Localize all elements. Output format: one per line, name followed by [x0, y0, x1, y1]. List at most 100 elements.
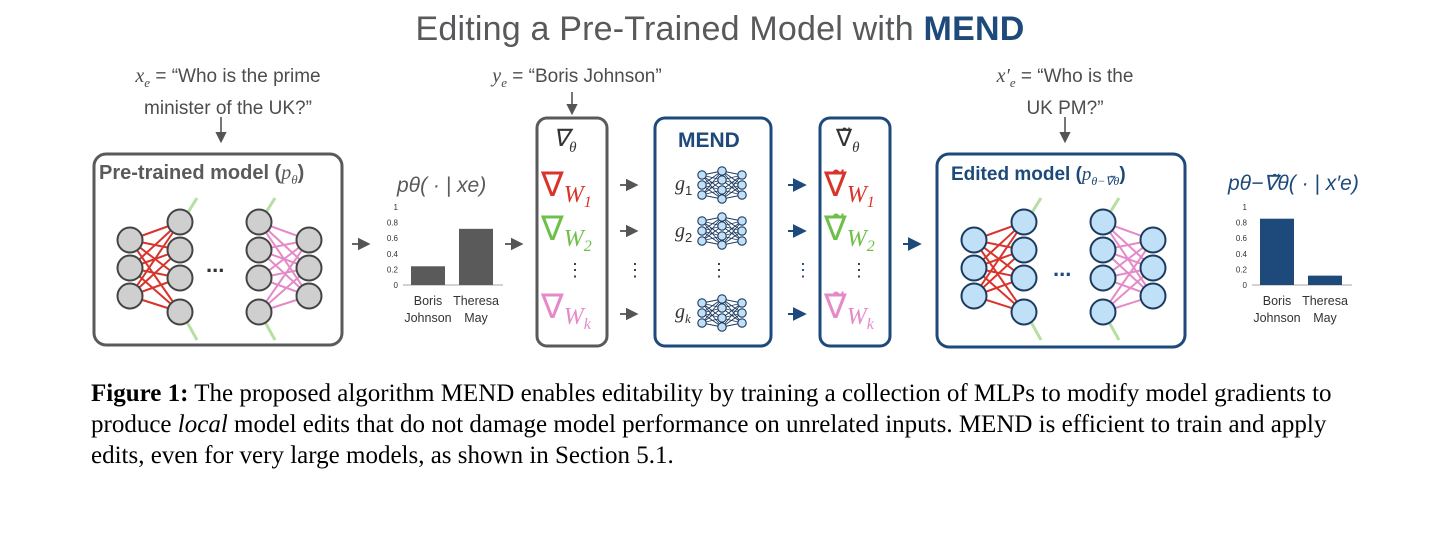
net-accent-line [1029, 197, 1043, 215]
net-accent-line [185, 321, 199, 341]
y-tick-label: 0.8 [1236, 219, 1248, 228]
mini-node [717, 322, 727, 332]
mini-node [697, 298, 707, 308]
net-node [1010, 236, 1038, 264]
edited-network [960, 197, 1167, 341]
tgrad-wk: ∇̃Wk [823, 288, 875, 333]
y-tick-label: 0.2 [387, 265, 399, 274]
bar [1260, 218, 1294, 285]
tilde-gradient-box [818, 116, 892, 348]
mini-node [697, 190, 707, 200]
mini-node [697, 308, 707, 318]
mini-node [717, 231, 727, 241]
net-node [1010, 208, 1038, 236]
mend-gk: gk [675, 301, 691, 326]
mend-g2: g2 [675, 220, 692, 245]
mini-node [697, 170, 707, 180]
tgrad-dots: ⋮ [850, 260, 868, 280]
net-edge-pink [258, 239, 310, 313]
ye-label: ye = “Boris Johnson” [462, 63, 692, 96]
mini-edge [721, 302, 743, 328]
mini-node [737, 190, 747, 200]
net-accent-line [263, 321, 277, 341]
x-tick-label: Johnson [404, 311, 451, 325]
net-node [116, 226, 144, 254]
pretrained-ellipsis: ... [206, 252, 224, 277]
xep-label: x′e = “Who is the UK PM?” [965, 63, 1165, 122]
between-dots-2: ⋮ [794, 260, 812, 280]
mini-node [737, 180, 747, 190]
x-tick-label: May [1313, 311, 1337, 325]
mini-edge [701, 170, 723, 196]
net-node [116, 282, 144, 310]
net-node [166, 236, 194, 264]
caption-emph: local [177, 411, 228, 438]
grad-header: ∇θ [553, 126, 577, 156]
mini-node [697, 226, 707, 236]
caption-part2: model edits that do not damage model per… [91, 411, 1327, 469]
x-tick-label: Boris [414, 294, 442, 308]
title-prefix: Editing a Pre-Trained Model with [415, 10, 914, 48]
net-node [1139, 226, 1167, 254]
xep-text2: UK PM?” [1026, 97, 1104, 119]
net-node [1139, 254, 1167, 282]
net-node [245, 236, 273, 264]
mini-node [717, 294, 727, 304]
mini-edge [701, 216, 723, 242]
mini-node [717, 221, 727, 231]
net-node [1089, 208, 1117, 236]
edited-ellipsis: ... [1053, 256, 1071, 281]
x-tick-label: Boris [1263, 294, 1291, 308]
ye-symbol: y [492, 65, 502, 87]
net-node [295, 226, 323, 254]
net-node [295, 254, 323, 282]
net-accent-line [1029, 321, 1043, 341]
mini-node [737, 226, 747, 236]
pretrained-network [116, 197, 323, 341]
bar [411, 266, 445, 285]
ye-text: = “Boris Johnson” [506, 66, 662, 87]
mini-node [697, 216, 707, 226]
net-node [116, 254, 144, 282]
y-tick-label: 0 [1243, 281, 1248, 290]
y-tick-label: 0.8 [387, 219, 399, 228]
mini-node [717, 212, 727, 222]
grad-w1: ∇W1 [540, 166, 592, 211]
net-accent-line [185, 197, 199, 215]
gradient-box [535, 116, 609, 348]
mini-node [717, 175, 727, 185]
edited-model-box [935, 152, 1187, 349]
y-tick-label: 1 [1243, 203, 1248, 212]
net-node [960, 254, 988, 282]
chart-edited: pθ−∇̃θ( · | x′e) 0 0.2 0.4 0.6 0.8 1 Boris Johns… [1227, 172, 1359, 325]
net-node [245, 298, 273, 326]
bar [459, 228, 493, 285]
grad-dots: ⋮ [566, 260, 584, 280]
figure-title: Editing a Pre-Trained Model with MEND [0, 10, 1440, 49]
net-node [1010, 264, 1038, 292]
net-node [960, 226, 988, 254]
xep-symbol: x′ [996, 65, 1010, 87]
net-node [1139, 282, 1167, 310]
xe-text2: minister of the UK?” [144, 97, 312, 119]
mini-node [717, 185, 727, 195]
mini-node [717, 303, 727, 313]
xep-sub: e [1009, 74, 1016, 90]
xep-text: = “Who is the [1015, 66, 1134, 87]
caption-label: Figure 1: [91, 380, 189, 407]
chart-original: pθ( · | xe) 0 0.2 0.4 0.6 0.8 1 Boris JohnsonThe… [387, 174, 503, 325]
grad-w2: ∇W2 [540, 210, 592, 255]
net-edge-pink [1102, 239, 1154, 313]
net-edge-red [129, 239, 181, 313]
mini-node [697, 318, 707, 328]
net-edge-red [973, 221, 1025, 297]
x-tick-label: Theresa [453, 294, 499, 308]
x-tick-label: May [464, 311, 488, 325]
net-node [245, 264, 273, 292]
tgrad-header: ∇̃θ [835, 125, 860, 156]
mini-node [737, 298, 747, 308]
pretrained-model-label: Pre-trained model (pθ) [99, 162, 304, 187]
net-node [245, 208, 273, 236]
caption-part1: The proposed algorithm MEND enables edit… [91, 380, 1332, 438]
